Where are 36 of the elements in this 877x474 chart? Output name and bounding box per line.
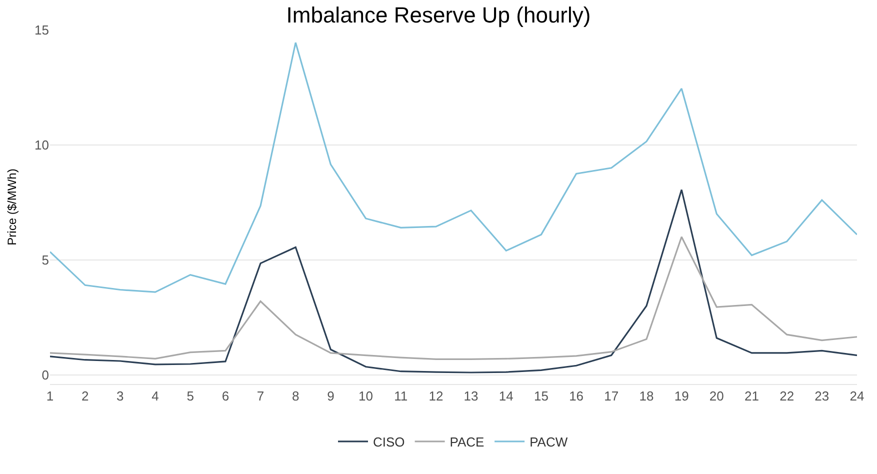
x-tick-label: 10 <box>358 388 374 404</box>
x-tick-label: 3 <box>116 388 124 404</box>
x-tick-label: 14 <box>498 388 514 404</box>
x-tick-label: 23 <box>814 388 830 404</box>
y-tick-label: 5 <box>42 252 49 268</box>
y-tick-label: 10 <box>34 137 49 152</box>
x-tick-label: 17 <box>604 388 619 404</box>
x-tick-label: 6 <box>222 388 230 404</box>
legend-label: PACE <box>450 434 485 450</box>
x-tick-label: 19 <box>674 388 689 404</box>
line-series <box>50 188 857 374</box>
chart-title: Imbalance Reserve Up (hourly) <box>286 2 591 28</box>
x-tick-label: 16 <box>569 388 584 404</box>
x-tick-label: 8 <box>292 388 300 404</box>
legend-label: PACW <box>530 434 568 450</box>
x-tick-label: 18 <box>639 388 654 404</box>
line-series <box>50 236 857 360</box>
x-tick-label: 20 <box>709 388 724 404</box>
x-tick-label: 21 <box>744 388 759 404</box>
x-tick-label: 4 <box>152 388 159 404</box>
x-tick-label: 1 <box>46 388 54 404</box>
line-series <box>50 42 857 293</box>
y-tick-label: 0 <box>42 367 49 382</box>
x-tick-label: 2 <box>81 388 89 404</box>
y-tick-label: 15 <box>34 22 49 38</box>
x-tick-label: 7 <box>256 388 264 404</box>
x-tick-label: 24 <box>850 388 864 404</box>
y-axis-title: Price ($/MWh) <box>5 168 19 246</box>
legend-label: CISO <box>373 434 405 450</box>
x-tick-label: 9 <box>327 388 334 404</box>
x-tick-label: 13 <box>464 388 478 404</box>
x-tick-label: 15 <box>534 388 548 404</box>
x-tick-label: 11 <box>394 388 408 404</box>
x-tick-label: 22 <box>780 388 794 404</box>
x-tick-label: 5 <box>186 388 194 404</box>
x-tick-label: 12 <box>428 388 444 404</box>
